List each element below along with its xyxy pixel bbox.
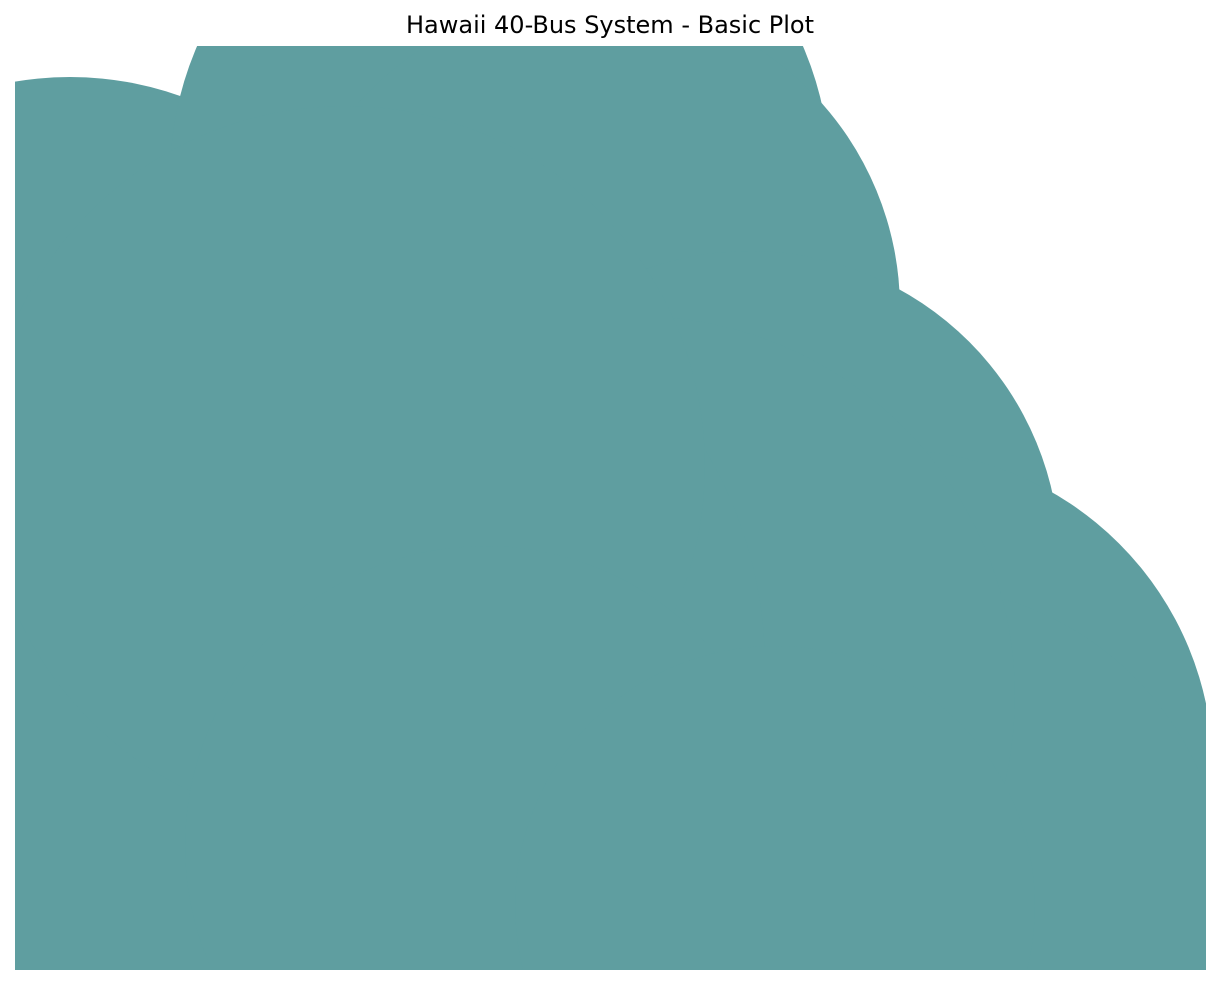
bus-marker-12 xyxy=(515,646,1035,970)
plot-area xyxy=(15,46,1206,970)
bus-markers-layer xyxy=(15,46,1206,970)
chart-title: Hawaii 40-Bus System - Basic Plot xyxy=(405,11,815,39)
